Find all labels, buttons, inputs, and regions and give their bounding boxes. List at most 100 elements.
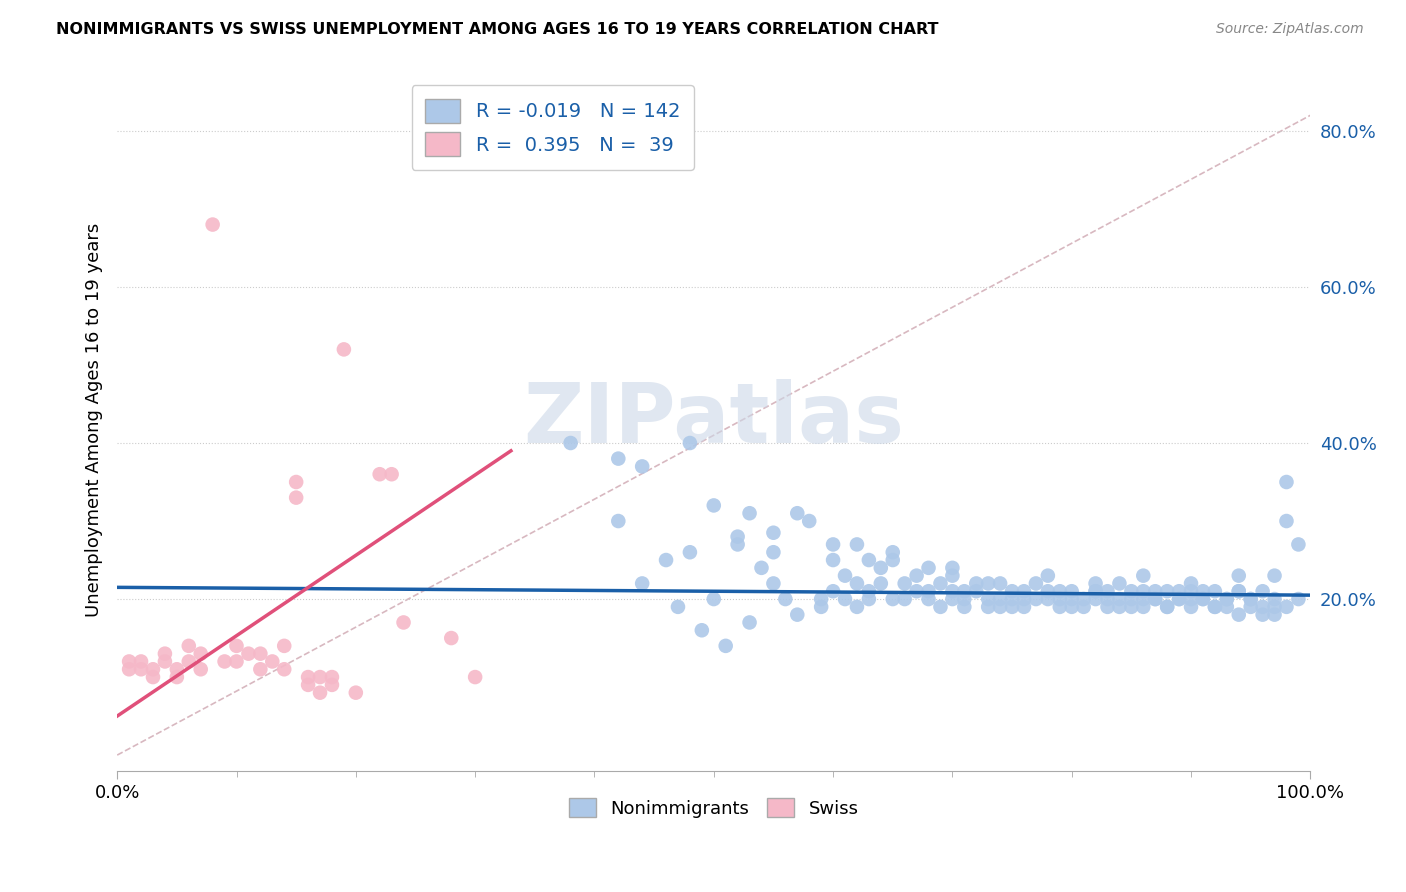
Point <box>129 662 152 676</box>
Point <box>1275 599 1298 614</box>
Point <box>738 506 761 520</box>
Point <box>177 655 200 669</box>
Point <box>1251 599 1274 614</box>
Point <box>1264 568 1286 582</box>
Point <box>1108 576 1130 591</box>
Point <box>1073 592 1095 607</box>
Point <box>1192 584 1215 599</box>
Point <box>1192 592 1215 607</box>
Y-axis label: Unemployment Among Ages 16 to 19 years: Unemployment Among Ages 16 to 19 years <box>86 222 103 616</box>
Point <box>1060 592 1083 607</box>
Point <box>703 592 725 607</box>
Point <box>690 624 713 638</box>
Point <box>1108 599 1130 614</box>
Point <box>858 553 880 567</box>
Legend: Nonimmigrants, Swiss: Nonimmigrants, Swiss <box>561 791 866 825</box>
Point <box>273 639 295 653</box>
Point <box>225 639 247 653</box>
Point <box>1216 592 1239 607</box>
Point <box>1036 592 1059 607</box>
Point <box>631 459 654 474</box>
Point <box>1097 599 1119 614</box>
Point <box>1012 584 1035 599</box>
Point <box>153 655 176 669</box>
Point <box>953 584 976 599</box>
Point <box>929 599 952 614</box>
Point <box>1240 599 1263 614</box>
Point <box>869 576 891 591</box>
Point <box>1168 592 1191 607</box>
Point <box>1132 584 1154 599</box>
Point <box>905 584 928 599</box>
Point <box>118 655 141 669</box>
Point <box>1251 607 1274 622</box>
Point <box>1286 537 1309 551</box>
Point <box>845 599 868 614</box>
Point <box>965 584 987 599</box>
Point <box>153 647 176 661</box>
Point <box>1264 592 1286 607</box>
Point <box>321 670 343 684</box>
Point <box>1049 599 1071 614</box>
Point <box>941 568 963 582</box>
Text: Source: ZipAtlas.com: Source: ZipAtlas.com <box>1216 22 1364 37</box>
Point <box>1084 584 1107 599</box>
Point <box>560 436 582 450</box>
Point <box>309 686 332 700</box>
Point <box>1251 584 1274 599</box>
Point <box>1097 592 1119 607</box>
Point <box>1264 607 1286 622</box>
Point <box>607 451 630 466</box>
Point <box>977 592 1000 607</box>
Point <box>679 436 702 450</box>
Point <box>823 584 845 599</box>
Point <box>1121 592 1143 607</box>
Point <box>1097 584 1119 599</box>
Point <box>297 670 319 684</box>
Point <box>1156 599 1178 614</box>
Point <box>1084 576 1107 591</box>
Point <box>1180 576 1202 591</box>
Point <box>440 631 463 645</box>
Point <box>1275 514 1298 528</box>
Point <box>882 553 904 567</box>
Point <box>858 592 880 607</box>
Point <box>775 592 797 607</box>
Point <box>285 475 308 489</box>
Point <box>1204 599 1226 614</box>
Point <box>965 576 987 591</box>
Point <box>762 576 785 591</box>
Point <box>929 576 952 591</box>
Point <box>845 537 868 551</box>
Point <box>333 343 356 357</box>
Point <box>917 561 939 575</box>
Point <box>1227 584 1250 599</box>
Point <box>810 599 832 614</box>
Point <box>917 592 939 607</box>
Point <box>941 561 963 575</box>
Point <box>1132 568 1154 582</box>
Point <box>977 599 1000 614</box>
Point <box>666 599 689 614</box>
Point <box>1001 584 1024 599</box>
Point <box>1227 607 1250 622</box>
Point <box>941 592 963 607</box>
Point <box>392 615 415 630</box>
Point <box>1192 592 1215 607</box>
Point <box>941 584 963 599</box>
Point <box>1168 592 1191 607</box>
Point <box>727 537 749 551</box>
Point <box>703 499 725 513</box>
Point <box>738 615 761 630</box>
Point <box>321 678 343 692</box>
Point <box>1180 592 1202 607</box>
Point <box>786 607 808 622</box>
Point <box>249 662 271 676</box>
Point <box>1144 592 1167 607</box>
Point <box>905 568 928 582</box>
Point <box>1144 584 1167 599</box>
Point <box>1036 584 1059 599</box>
Point <box>1060 584 1083 599</box>
Point <box>823 553 845 567</box>
Point <box>190 662 212 676</box>
